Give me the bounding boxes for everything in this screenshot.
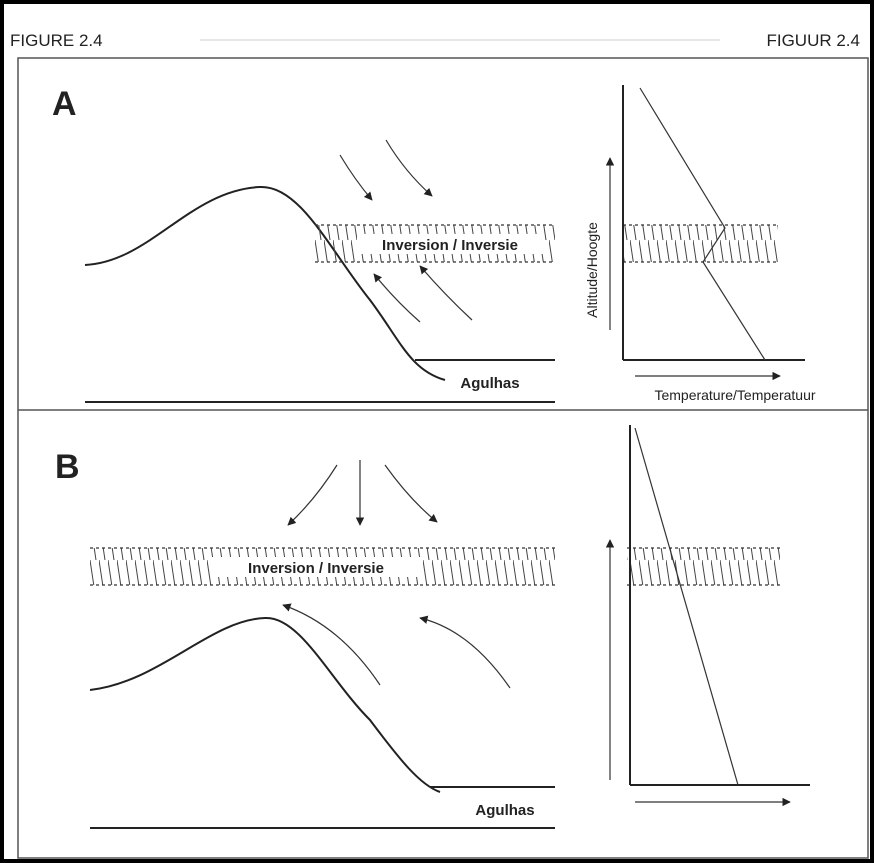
mountain	[84, 185, 446, 381]
arrow	[339, 154, 373, 201]
panel-label: B	[55, 448, 80, 486]
y-axis-label: Altitude/Hoogte	[584, 222, 600, 318]
arrow	[384, 464, 438, 523]
current-label: Agulhas	[460, 375, 519, 392]
label-bg	[357, 234, 543, 254]
figure-label: FIGURE 2.4	[10, 31, 103, 50]
arrow	[373, 273, 421, 323]
arrow	[419, 265, 473, 321]
arrow	[282, 603, 381, 686]
temperature-profile	[639, 87, 766, 361]
arrow	[385, 139, 433, 197]
x-axis-label: Temperature/Temperatuur	[654, 387, 815, 403]
panel-label: A	[52, 85, 77, 123]
inversion-label: Inversion / Inversie	[248, 560, 384, 577]
label-bg	[210, 557, 422, 577]
mountain	[89, 616, 441, 793]
inversion-label: Inversion / Inversie	[382, 237, 518, 254]
inversion-band	[627, 548, 780, 585]
panel-frame	[17, 57, 869, 859]
arrow	[287, 464, 338, 526]
current-label: Agulhas	[475, 802, 534, 819]
inversion-band	[623, 225, 778, 262]
arrow	[419, 615, 511, 689]
figure-label: FIGUUR 2.4	[766, 31, 860, 50]
temperature-profile	[634, 427, 739, 786]
